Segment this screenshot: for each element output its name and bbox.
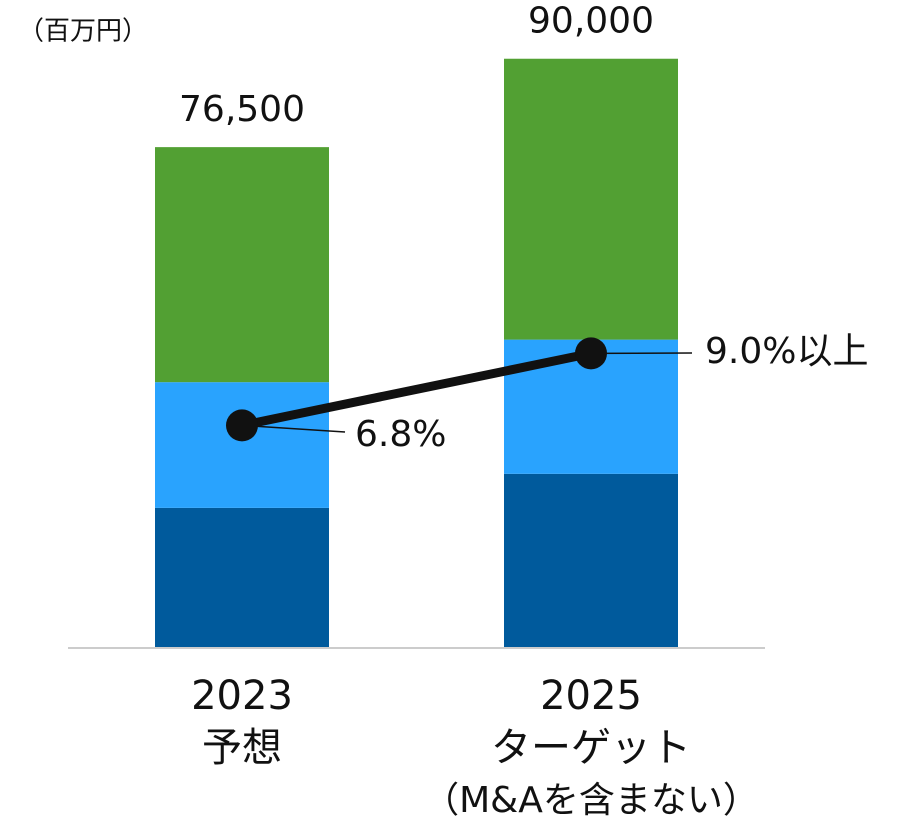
total-label: 90,000	[528, 1, 654, 42]
line-marker	[226, 409, 258, 442]
x-tick-label: （M&Aを含まない）	[423, 780, 759, 821]
x-tick-label: 予想	[202, 725, 282, 771]
unit-label: （百万円）	[18, 17, 148, 47]
data-label: 9.0%以上	[705, 331, 868, 372]
total-label: 76,500	[179, 89, 305, 130]
line-marker	[575, 337, 607, 370]
bar-segment	[155, 382, 329, 508]
x-tick-label: ターゲット	[491, 725, 691, 771]
bar-segment	[504, 473, 678, 648]
x-tick-label: 2025	[540, 673, 642, 719]
bar-segment	[504, 58, 678, 340]
bar-segment	[155, 147, 329, 383]
bar-segment	[155, 507, 329, 648]
data-label: 6.8%	[355, 414, 446, 455]
x-tick-label: 2023	[191, 673, 293, 719]
leader-line	[241, 424, 346, 433]
line	[241, 348, 592, 430]
